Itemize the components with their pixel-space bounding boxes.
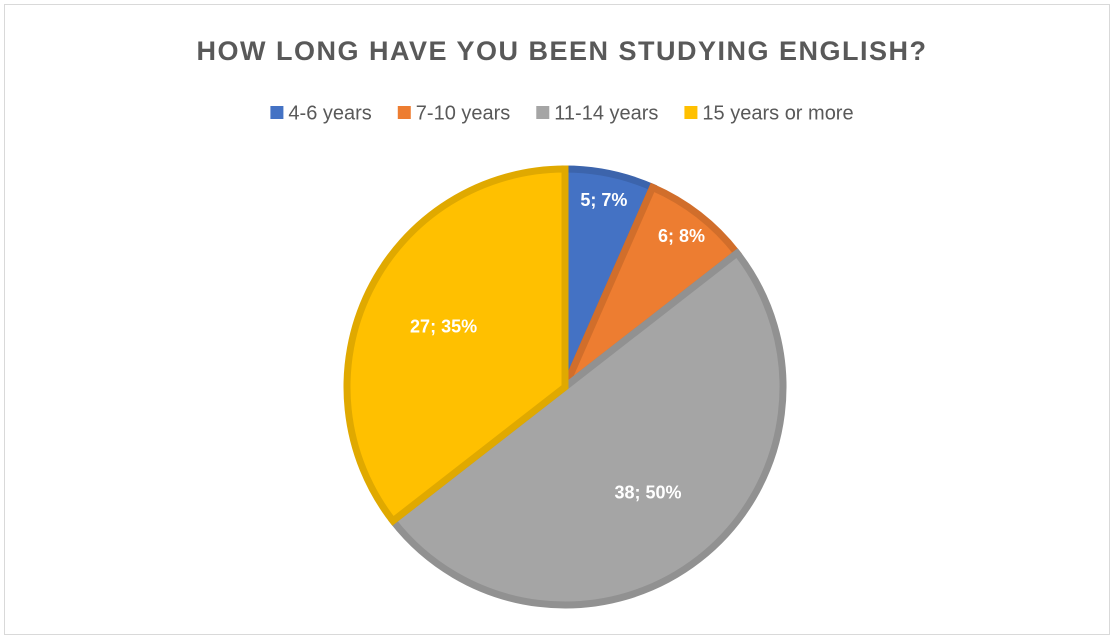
data-label: 5; 7% bbox=[580, 190, 627, 210]
data-label: 38; 50% bbox=[614, 482, 681, 502]
data-label: 27; 35% bbox=[410, 316, 477, 336]
data-labels: 5; 7% 6; 8% 38; 50% 27; 35% bbox=[410, 190, 705, 502]
data-label: 6; 8% bbox=[658, 226, 705, 246]
chart-title: HOW LONG HAVE YOU BEEN STUDYING ENGLISH? bbox=[196, 36, 927, 66]
legend-swatch bbox=[684, 106, 698, 119]
legend-label: 4-6 years bbox=[288, 102, 371, 124]
legend-label: 15 years or more bbox=[702, 102, 853, 124]
legend-swatch bbox=[536, 106, 550, 119]
legend-swatch bbox=[397, 106, 411, 119]
legend-swatch bbox=[270, 106, 284, 119]
pie bbox=[343, 165, 787, 609]
legend: 4-6 years 7-10 years 11-14 years 15 years o… bbox=[270, 102, 854, 124]
pie-slice bbox=[388, 248, 787, 609]
legend-label: 7-10 years bbox=[416, 102, 511, 124]
legend-label: 11-14 years bbox=[554, 102, 658, 124]
pie-slice bbox=[343, 165, 569, 526]
